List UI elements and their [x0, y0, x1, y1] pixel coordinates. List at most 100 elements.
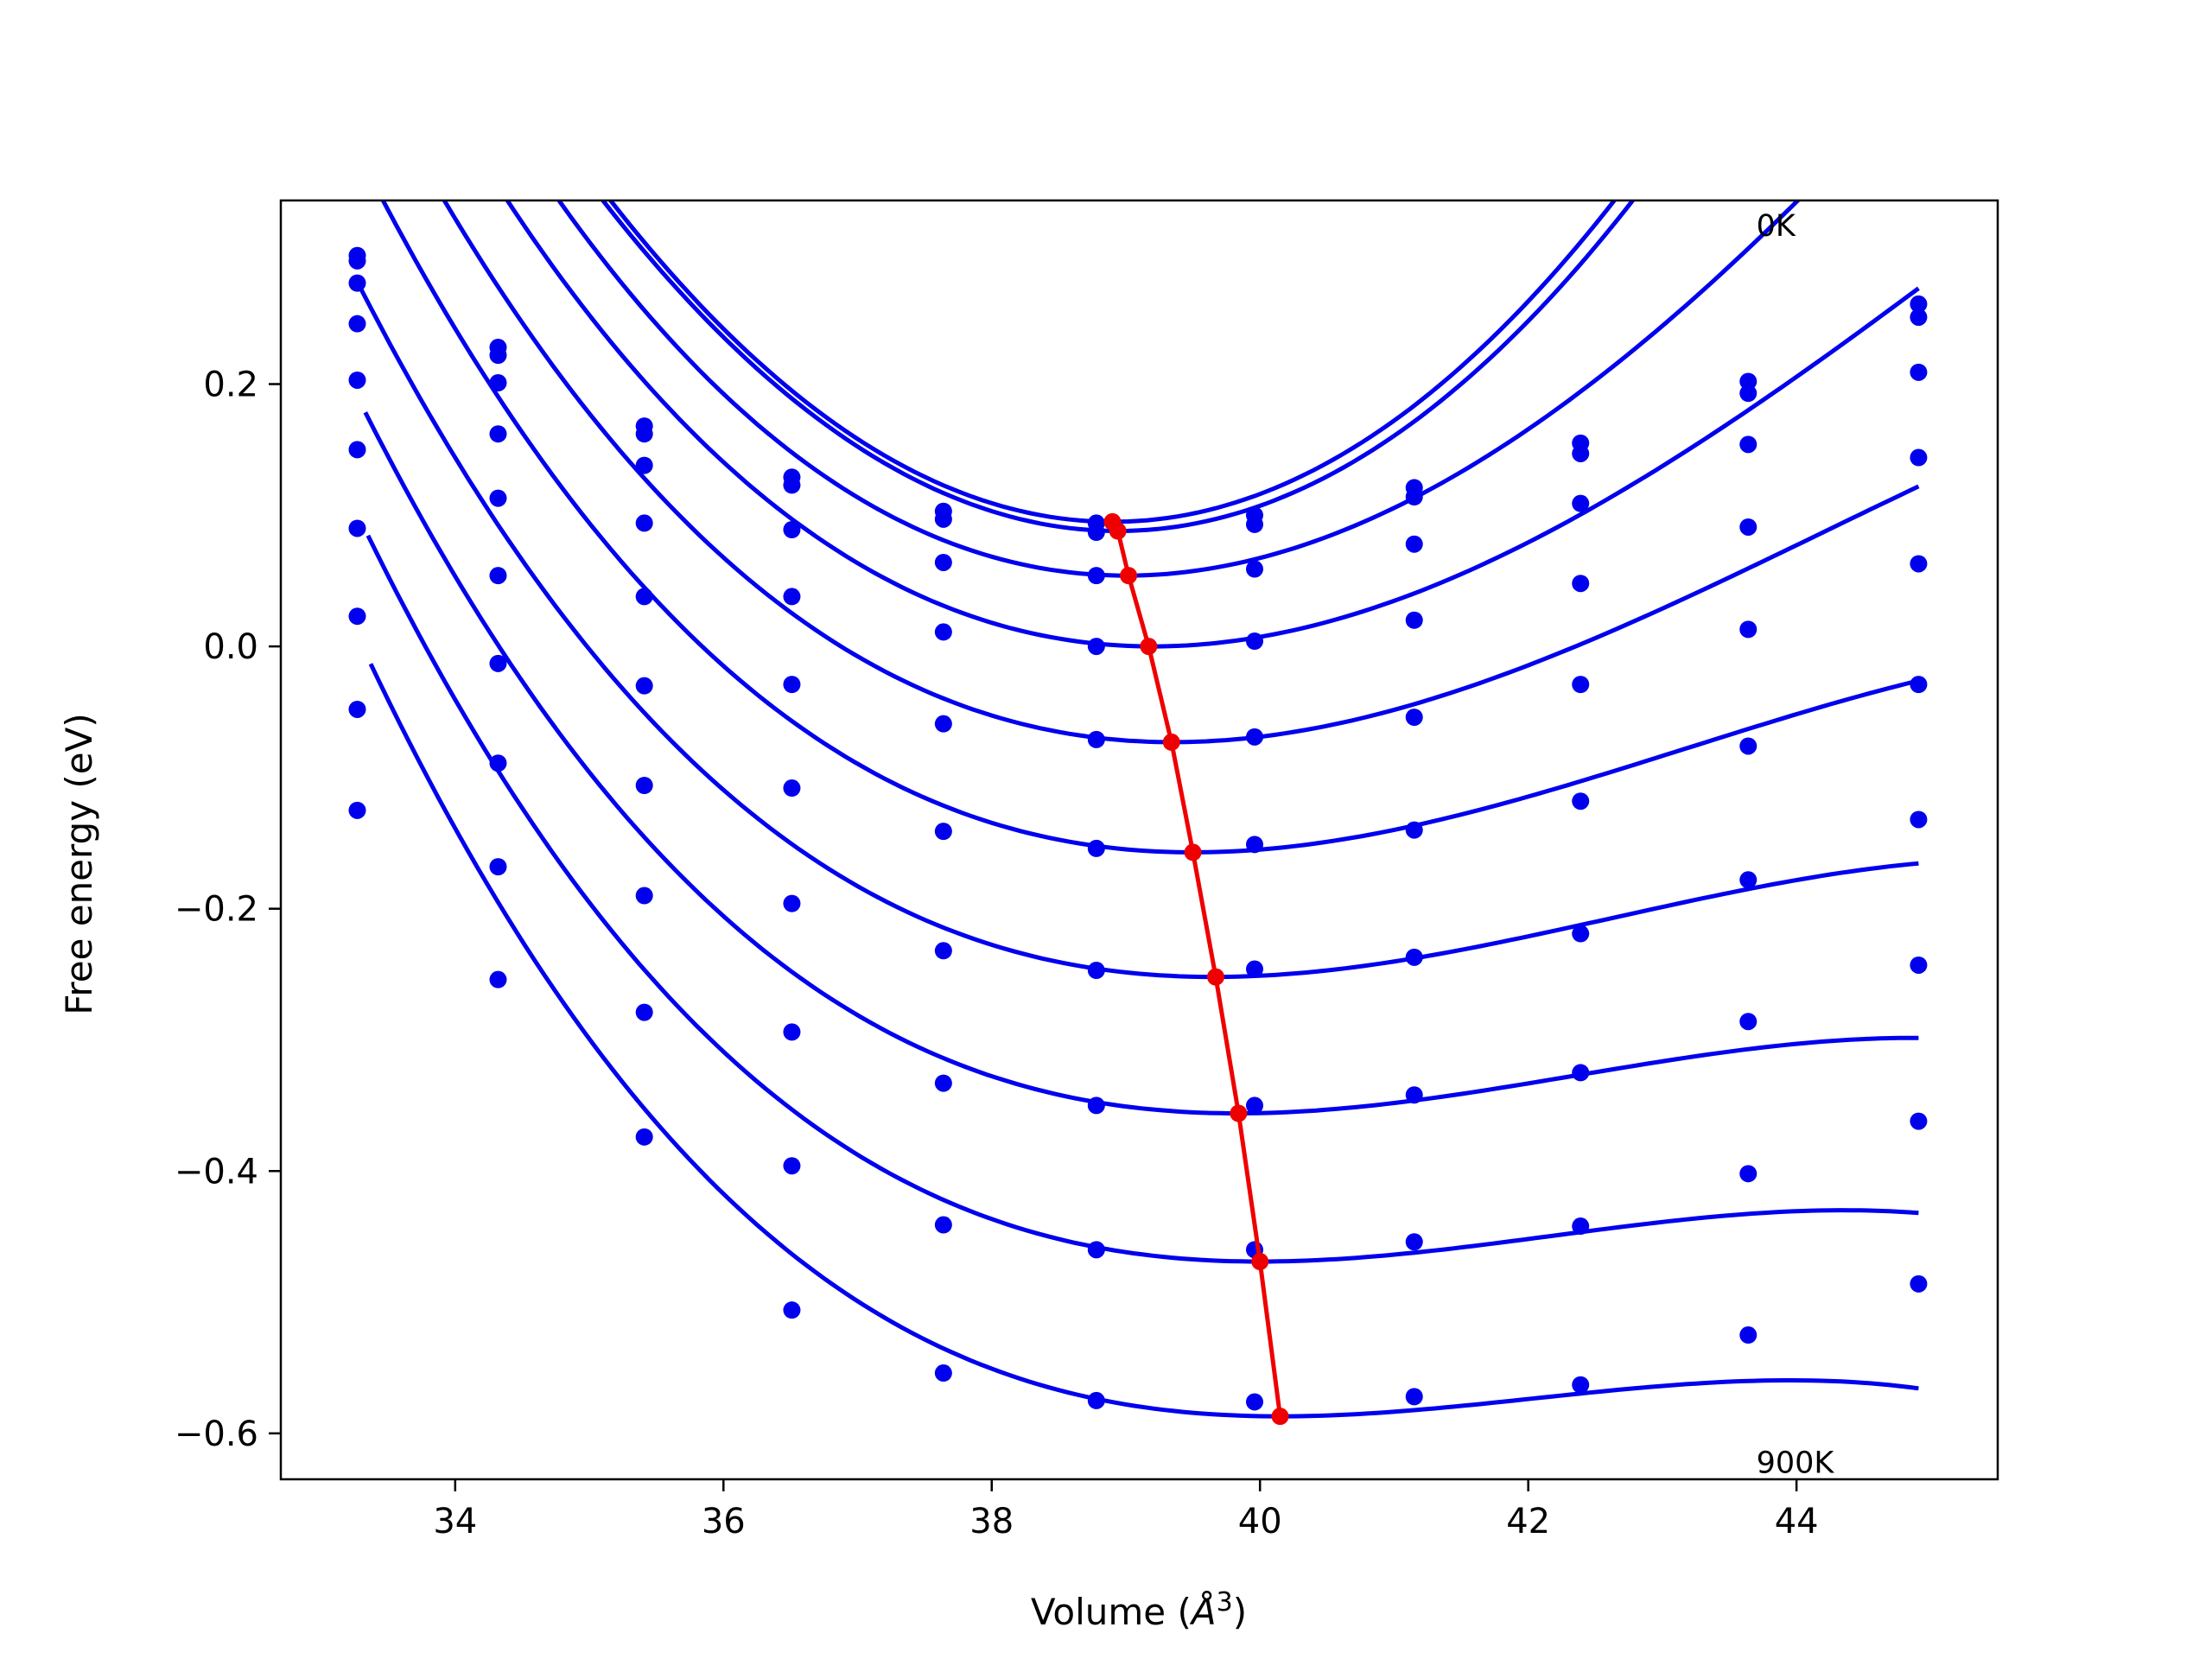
- data-point: [1087, 839, 1105, 857]
- data-point: [635, 1128, 653, 1146]
- data-point: [1910, 295, 1928, 313]
- data-point: [1910, 555, 1928, 573]
- data-point: [1572, 1376, 1590, 1394]
- minimum-point: [1120, 567, 1138, 585]
- data-point: [489, 970, 507, 988]
- data-point: [635, 425, 653, 443]
- x-tick-label: 44: [1775, 1502, 1819, 1541]
- data-point: [1739, 372, 1758, 391]
- data-point: [1910, 363, 1928, 381]
- data-point: [783, 1157, 801, 1175]
- data-point: [1572, 1064, 1590, 1082]
- y-axis-label: Free energy (eV): [58, 713, 100, 1015]
- data-point: [1739, 1013, 1758, 1031]
- plot-frame: [279, 199, 1999, 1481]
- y-tick-label: −0.2: [175, 890, 258, 930]
- data-point: [934, 823, 952, 841]
- minimum-point: [1140, 638, 1158, 656]
- data-point: [635, 1003, 653, 1021]
- data-point: [934, 553, 952, 571]
- data-point: [1910, 308, 1928, 327]
- temperature-annotation: 0K: [1757, 209, 1796, 244]
- minimum-point: [1109, 522, 1127, 540]
- data-point: [783, 894, 801, 912]
- data-points: [348, 246, 1928, 1411]
- data-point: [1405, 1233, 1423, 1251]
- data-point: [783, 476, 801, 494]
- data-point: [1910, 676, 1928, 694]
- data-point: [1087, 962, 1105, 980]
- data-point: [1087, 524, 1105, 542]
- data-point: [1405, 1086, 1423, 1104]
- x-tick-label: 40: [1238, 1502, 1282, 1541]
- fit-curve: [380, 200, 1920, 855]
- data-point: [489, 425, 507, 443]
- minimum-point: [1206, 968, 1224, 986]
- data-point: [934, 510, 952, 528]
- plot-area: [281, 200, 1998, 1479]
- temperature-annotation: 900K: [1757, 1446, 1835, 1480]
- data-point: [1246, 836, 1264, 854]
- data-point: [1246, 632, 1264, 651]
- data-point: [1087, 1241, 1105, 1259]
- data-point: [1405, 488, 1423, 506]
- minimum-point: [1271, 1408, 1289, 1426]
- data-point: [348, 607, 366, 626]
- data-point: [348, 251, 366, 270]
- data-point: [1087, 567, 1105, 585]
- minimum-point: [1184, 843, 1202, 861]
- data-point: [1910, 1112, 1928, 1130]
- data-point: [1087, 730, 1105, 748]
- data-point: [1910, 1274, 1928, 1293]
- x-tick-label: 42: [1506, 1502, 1550, 1541]
- minimum-point: [1230, 1104, 1248, 1122]
- data-point: [783, 676, 801, 694]
- data-point: [1246, 960, 1264, 978]
- data-point: [635, 777, 653, 795]
- data-point: [934, 1364, 952, 1382]
- data-point: [783, 521, 801, 539]
- y-tick-label: −0.6: [175, 1414, 258, 1454]
- data-point: [934, 623, 952, 641]
- fit-curves: [359, 200, 1920, 1419]
- y-tick-label: −0.4: [175, 1152, 258, 1192]
- data-point: [1246, 728, 1264, 746]
- data-point: [1572, 676, 1590, 694]
- minima-line-path: [1110, 520, 1282, 1417]
- minimum-point: [1162, 733, 1180, 751]
- data-point: [1739, 620, 1758, 639]
- data-point: [635, 514, 653, 532]
- fit-curve: [556, 200, 1802, 578]
- data-point: [1739, 737, 1758, 755]
- data-point: [1572, 575, 1590, 593]
- x-tick-label: 38: [969, 1502, 1014, 1541]
- fit-curve: [442, 200, 1920, 745]
- minimum-point: [1251, 1253, 1269, 1271]
- data-point: [1910, 448, 1928, 467]
- data-point: [1910, 810, 1928, 829]
- fit-curve: [365, 534, 1919, 1264]
- data-point: [783, 1023, 801, 1041]
- data-point: [1572, 1217, 1590, 1236]
- data-point: [489, 754, 507, 772]
- y-tick-label: 0.2: [203, 365, 258, 405]
- fit-curve: [607, 200, 1618, 524]
- data-point: [1405, 535, 1423, 553]
- data-point: [348, 315, 366, 333]
- fit-curve: [368, 663, 1919, 1419]
- data-point: [1405, 709, 1423, 727]
- data-point: [348, 519, 366, 537]
- data-point: [348, 371, 366, 389]
- data-point: [1910, 956, 1928, 974]
- data-point: [1739, 435, 1758, 454]
- data-point: [489, 346, 507, 365]
- data-point: [934, 1216, 952, 1234]
- annotations: 0K 900K: [1757, 209, 1835, 1480]
- data-point: [1739, 518, 1758, 536]
- data-point: [1405, 611, 1423, 629]
- data-point: [348, 274, 366, 292]
- data-point: [489, 373, 507, 391]
- data-point: [1739, 1165, 1758, 1183]
